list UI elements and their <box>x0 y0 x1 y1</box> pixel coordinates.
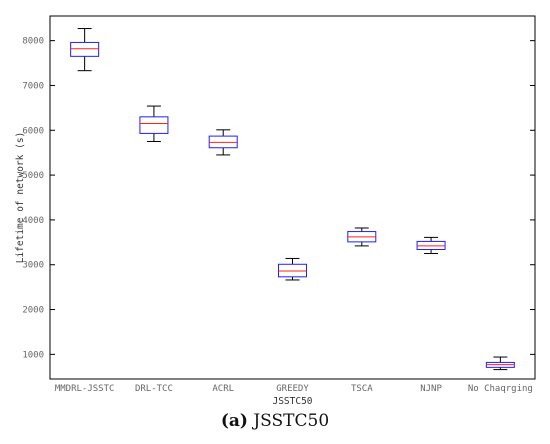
x-category-label: ACRL <box>212 384 234 394</box>
x-category-layer: MMDRL-JSSTC DRL-TCC ACRL GREEDY TSCA NJNP No C… <box>55 384 533 394</box>
y-tick-label: 5000 <box>22 171 44 181</box>
plot-frame <box>49 15 536 380</box>
box-5 <box>416 236 446 255</box>
y-tick-label: 1000 <box>22 350 44 360</box>
box-6 <box>485 356 515 371</box>
box-layer <box>70 28 515 371</box>
box-2 <box>208 129 238 156</box>
y-axis-label: Lifetime of network (s) <box>15 132 26 264</box>
caption-text: JSSTC50 <box>253 411 330 431</box>
y-tick-layer: 1000 2000 3000 4000 5000 6000 7000 8000 <box>22 37 535 360</box>
x-category-label: NJNP <box>420 384 442 394</box>
x-category-label: MMDRL-JSSTC <box>55 384 115 394</box>
iqr-box <box>139 116 169 134</box>
box-1 <box>139 105 169 142</box>
y-tick-label: 4000 <box>22 216 44 226</box>
caption-label: (a) <box>220 411 248 431</box>
x-category-label: GREEDY <box>276 384 309 394</box>
figure-caption: (a) JSSTC50 <box>0 411 550 431</box>
x-category-label: No Chaqrging <box>468 384 533 394</box>
y-tick-label: 2000 <box>22 306 44 316</box>
box-3 <box>278 257 307 281</box>
box-0 <box>70 28 100 72</box>
y-tick-label: 8000 <box>22 37 44 47</box>
x-category-label: TSCA <box>351 384 373 394</box>
y-tick-label: 6000 <box>22 126 44 136</box>
y-tick-label: 7000 <box>22 81 44 91</box>
y-tick-label: 3000 <box>22 261 44 271</box>
x-axis-label: JSSTC50 <box>272 396 312 407</box>
box-4 <box>347 227 377 247</box>
iqr-box <box>70 41 100 57</box>
x-category-label: DRL-TCC <box>135 384 173 394</box>
